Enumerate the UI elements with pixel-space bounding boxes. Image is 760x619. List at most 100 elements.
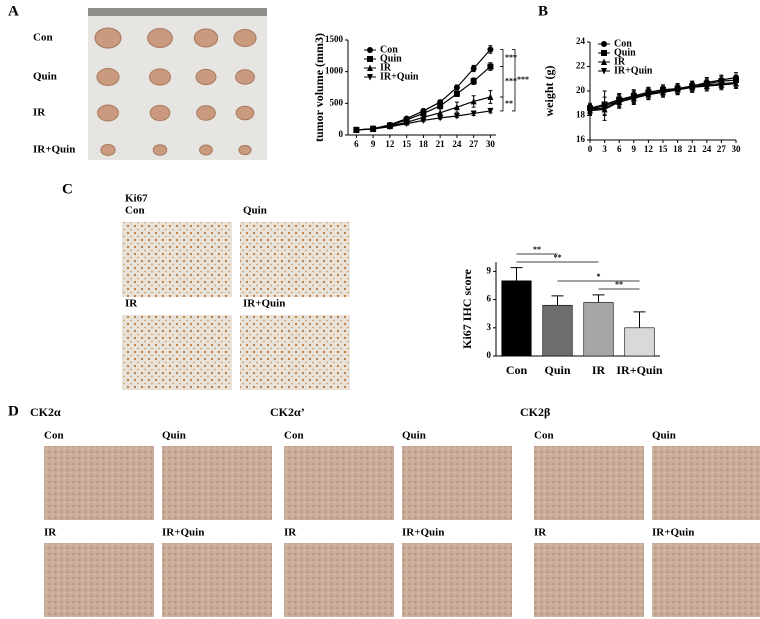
error-bar: [592, 294, 605, 303]
point: [487, 107, 494, 115]
point: [386, 123, 393, 131]
x-tick-label: 18: [673, 144, 683, 154]
image-label: Con: [44, 430, 64, 442]
point: [470, 78, 477, 85]
ihc-image: [240, 315, 350, 390]
legend-label: Con: [380, 44, 398, 55]
significance-label: **: [533, 245, 541, 254]
y-tick-label: 22: [576, 61, 586, 71]
ihc-image: [284, 543, 394, 617]
x-tick-label: 15: [659, 144, 669, 154]
significance-label: ***: [505, 77, 517, 86]
ihc-image: [240, 222, 350, 297]
point: [470, 110, 477, 117]
error-bar: [510, 267, 523, 281]
ihc-image: [534, 446, 644, 520]
point: [487, 63, 494, 70]
y-tick-label: 0: [339, 129, 344, 139]
ruler: [88, 8, 267, 16]
image-label: Con: [125, 205, 145, 217]
row-label: Quin: [33, 71, 57, 83]
x-tick-label: 24: [452, 139, 462, 149]
row-label: IR+Quin: [33, 144, 75, 156]
x-tick-label: 24: [702, 144, 712, 154]
x-tick-label: 0: [588, 144, 593, 154]
ihc-image: [402, 543, 512, 617]
image-label: Quin: [652, 430, 676, 442]
x-tick-label: 9: [371, 139, 376, 149]
image-label: IR+Quin: [402, 527, 444, 539]
ihc-image: [122, 222, 232, 297]
y-tick-label: 6: [487, 294, 492, 304]
significance-bracket: [500, 96, 504, 112]
y-tick-label: 20: [576, 85, 586, 95]
point: [487, 93, 494, 100]
ihc-image: [44, 543, 154, 617]
point: [453, 103, 460, 111]
ihc-image: [44, 446, 154, 520]
legend-label: Quin: [380, 53, 402, 64]
significance-bracket: [512, 49, 516, 112]
legend-label: Quin: [614, 47, 636, 58]
point: [718, 80, 725, 88]
image-label: IR: [284, 527, 297, 539]
ihc-image: [122, 315, 232, 390]
point: [470, 97, 477, 105]
tumor: [147, 28, 173, 48]
ihc-image: [534, 543, 644, 617]
tumor: [96, 68, 120, 86]
y-tick-label: 24: [576, 36, 586, 46]
image-label: Quin: [162, 430, 186, 442]
bar: [583, 302, 614, 357]
tumor: [94, 27, 122, 49]
bar: [501, 280, 532, 357]
significance-label: **: [554, 253, 562, 262]
x-tick-label: 12: [644, 144, 654, 154]
x-tick-label: IR: [592, 363, 606, 377]
point: [487, 46, 494, 53]
axis-title: tumor volume (mm3): [312, 33, 326, 142]
point: [437, 109, 444, 116]
axis-title: weight (g): [542, 66, 556, 117]
y-tick-label: 9: [487, 265, 492, 275]
point: [601, 105, 608, 112]
x-tick-label: 27: [469, 139, 479, 149]
ihc-image: [652, 543, 760, 617]
significance-bracket: [500, 66, 504, 98]
x-tick-label: 3: [602, 144, 607, 154]
y-tick-label: 1000: [325, 66, 344, 76]
point: [660, 89, 666, 96]
x-tick-label: 27: [717, 144, 727, 154]
row-label: Con: [33, 32, 53, 44]
panel-label: A: [8, 3, 19, 19]
point: [437, 114, 444, 122]
y-tick-label: 500: [330, 97, 344, 107]
error-bar: [551, 295, 564, 306]
tumor: [149, 68, 171, 86]
axis-title: Ki67 IHC score: [460, 268, 474, 348]
point: [370, 125, 377, 133]
significance-label: **: [505, 99, 513, 108]
x-tick-label: 30: [732, 144, 742, 154]
bar: [542, 304, 573, 357]
significance-label: ***: [505, 53, 517, 62]
x-tick-label: 6: [354, 139, 359, 149]
ihc-image: [284, 446, 394, 520]
legend-marker: [367, 74, 373, 81]
ihc-image: [162, 446, 272, 520]
tumor: [238, 144, 252, 156]
x-tick-label: 6: [617, 144, 622, 154]
point: [470, 65, 477, 72]
image-label: Quin: [243, 205, 267, 217]
panel-label: B: [538, 3, 548, 19]
image-label: Con: [284, 430, 304, 442]
panel-label: C: [62, 181, 73, 197]
image-label: Con: [534, 430, 554, 442]
image-label: IR: [125, 298, 138, 310]
point: [420, 117, 427, 124]
point: [674, 86, 681, 94]
point: [403, 120, 410, 128]
point: [616, 97, 623, 105]
point: [689, 84, 696, 91]
legend-marker: [367, 64, 373, 71]
